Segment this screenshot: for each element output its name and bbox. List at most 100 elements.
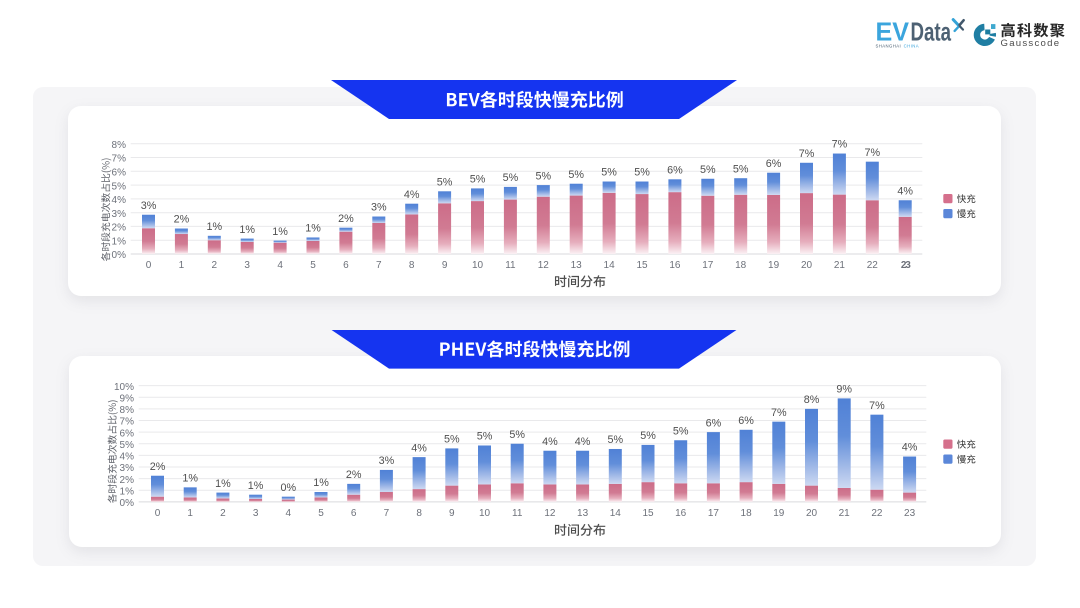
svg-text:6: 6 [351,508,357,519]
svg-text:9%: 9% [836,384,852,396]
svg-text:5: 5 [310,260,316,271]
svg-text:Gausscode: Gausscode [1001,38,1061,49]
svg-text:4: 4 [277,260,283,271]
svg-text:19: 19 [768,260,780,271]
svg-text:9%: 9% [120,393,135,404]
svg-text:5%: 5% [568,169,584,181]
svg-text:22: 22 [867,260,879,271]
svg-text:1%: 1% [272,226,288,238]
svg-text:1: 1 [187,508,193,519]
svg-text:Data: Data [911,17,952,47]
svg-text:1%: 1% [215,478,231,490]
svg-text:3%: 3% [141,200,157,212]
svg-text:4%: 4% [897,186,913,198]
svg-text:5%: 5% [601,167,617,179]
svg-text:7%: 7% [112,154,127,165]
svg-text:12: 12 [538,260,550,271]
svg-text:1%: 1% [248,480,264,492]
svg-text:1: 1 [179,260,185,271]
svg-text:0%: 0% [112,250,127,261]
svg-text:2%: 2% [112,223,127,234]
svg-text:20: 20 [801,260,813,271]
svg-text:2%: 2% [338,213,354,225]
svg-text:1%: 1% [182,473,198,485]
svg-text:23: 23 [904,508,916,519]
svg-text:1%: 1% [239,224,255,236]
svg-text:8: 8 [416,508,422,519]
svg-text:9: 9 [442,260,448,271]
svg-text:18: 18 [735,260,747,271]
svg-text:6: 6 [343,260,349,271]
svg-text:4%: 4% [411,442,427,454]
svg-text:5%: 5% [509,429,525,441]
svg-text:2%: 2% [150,461,166,473]
svg-text:0: 0 [146,260,152,271]
svg-text:1%: 1% [313,477,329,489]
svg-text:11: 11 [505,260,516,271]
svg-text:6%: 6% [120,428,135,439]
svg-text:13: 13 [571,260,583,271]
svg-text:15: 15 [636,260,648,271]
svg-text:23: 23 [901,260,911,271]
svg-text:22: 22 [871,508,883,519]
svg-text:5%: 5% [700,164,716,176]
svg-text:4: 4 [286,508,292,519]
svg-text:18: 18 [741,508,753,519]
svg-text:4%: 4% [120,452,135,463]
svg-text:2: 2 [212,260,218,271]
svg-text:5%: 5% [673,426,689,438]
svg-text:5%: 5% [437,177,453,189]
svg-text:3%: 3% [120,463,135,474]
svg-text:4%: 4% [902,442,918,454]
svg-text:2%: 2% [174,214,190,226]
svg-text:3: 3 [253,508,259,519]
svg-text:0: 0 [155,508,161,519]
svg-text:6%: 6% [738,415,754,427]
svg-text:3: 3 [244,260,250,271]
svg-text:5%: 5% [733,163,749,175]
svg-text:5%: 5% [112,181,127,192]
svg-text:5%: 5% [503,172,519,184]
svg-text:10: 10 [479,508,491,519]
svg-text:17: 17 [708,508,720,519]
svg-text:21: 21 [839,508,851,519]
svg-text:6%: 6% [112,168,127,179]
svg-text:5%: 5% [607,434,623,446]
svg-text:0%: 0% [280,482,296,494]
svg-text:5%: 5% [470,174,486,186]
svg-text:5%: 5% [120,440,135,451]
svg-text:17: 17 [702,260,714,271]
svg-text:7%: 7% [864,147,880,159]
svg-text:16: 16 [675,508,687,519]
svg-text:11: 11 [512,508,523,519]
svg-text:2%: 2% [120,475,135,486]
svg-text:2%: 2% [346,469,362,481]
svg-text:8: 8 [409,260,415,271]
svg-text:6%: 6% [766,158,782,170]
svg-text:9: 9 [449,508,455,519]
svg-text:21: 21 [834,260,846,271]
svg-text:19: 19 [773,508,785,519]
svg-text:10%: 10% [114,382,134,393]
svg-text:12: 12 [544,508,556,519]
svg-text:8%: 8% [112,140,127,151]
svg-text:14: 14 [604,260,616,271]
svg-text:5%: 5% [535,170,551,182]
svg-text:6%: 6% [667,165,683,177]
svg-text:5%: 5% [444,434,460,446]
svg-text:7: 7 [376,260,382,271]
svg-text:7%: 7% [869,400,885,412]
svg-text:8%: 8% [804,394,820,406]
svg-text:7%: 7% [832,139,848,151]
svg-text:1%: 1% [112,236,127,247]
svg-text:3%: 3% [112,209,127,220]
svg-text:2: 2 [220,508,226,519]
svg-text:10: 10 [472,260,484,271]
svg-text:5: 5 [318,508,324,519]
svg-text:16: 16 [669,260,681,271]
svg-text:5%: 5% [640,430,656,442]
svg-text:6%: 6% [706,417,722,429]
svg-text:EV: EV [876,17,910,47]
svg-text:14: 14 [610,508,622,519]
